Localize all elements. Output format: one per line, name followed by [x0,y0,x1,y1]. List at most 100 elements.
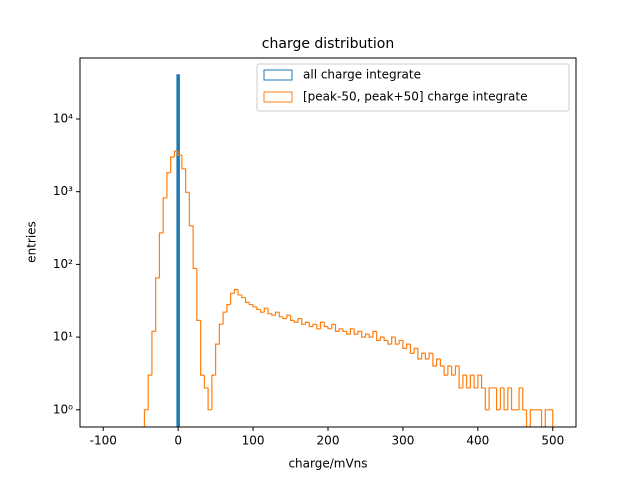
plot-area [143,74,554,427]
histogram-step [477,374,482,388]
histogram-step [346,331,351,335]
histogram-step [402,340,407,349]
histogram-step [349,328,355,335]
histogram-step [462,374,467,388]
histogram-step [466,375,471,389]
histogram-step [417,348,422,360]
histogram-step [147,374,152,410]
histogram-step [499,387,505,410]
histogram-step [211,374,216,410]
histogram-step [525,409,531,427]
histogram-step [342,328,347,332]
histogram-step [248,302,254,306]
histogram-step [229,292,235,305]
histogram-step [282,316,287,320]
histogram-step [185,168,190,193]
x-tick-label: -100 [90,434,117,448]
histogram-step [286,314,291,319]
histogram-step [454,365,460,376]
x-axis-label: charge/mVns [288,457,367,471]
histogram-step [274,311,280,316]
histogram-step [522,387,527,411]
histogram-step [443,366,448,376]
chart-title: charge distribution [262,36,394,52]
histogram-step [451,366,456,376]
histogram-step [518,387,523,410]
y-tick-label: 10² [53,257,73,271]
histogram-step [334,324,340,332]
histogram-step [207,387,212,411]
histogram-step [364,333,370,338]
histogram-step [549,409,554,427]
histogram-step [244,297,250,304]
y-tick-label: 10³ [53,184,73,198]
histogram-step [301,318,306,325]
x-tick-label: 500 [541,434,564,448]
histogram-step [469,374,475,388]
histogram-step [192,225,197,270]
histogram-step [368,334,373,338]
histogram-step [176,74,180,427]
histogram-step [510,387,516,411]
histogram-step [379,336,385,341]
histogram-step [158,232,164,278]
histogram-step [372,330,377,338]
histogram-step [215,343,220,376]
histogram-step [406,343,411,349]
histogram-step [387,340,392,345]
x-tick-label: 100 [242,434,265,448]
histogram-step [271,313,276,316]
histogram-step [495,387,501,411]
histogram-step [458,366,463,389]
histogram-step [181,155,186,170]
histogram-step [338,328,343,332]
histogram-step [529,409,535,427]
histogram-step [316,324,321,330]
histogram-step [398,339,403,345]
histogram-step [439,358,445,367]
histogram-step [507,387,512,410]
y-axis-label: entries [25,221,39,263]
x-tick-label: 0 [174,434,182,448]
x-tick-label: 300 [391,434,414,448]
histogram-step [484,387,490,411]
histogram-step [188,192,194,227]
histogram-step [331,323,336,329]
histogram-step [413,347,418,354]
legend-box [256,63,570,112]
histogram-step [241,294,246,299]
x-tick-label: 400 [466,434,489,448]
histogram-step [237,289,242,296]
legend-swatch [263,69,293,81]
histogram-step [361,331,366,338]
histogram-step [263,307,269,313]
histogram-step [222,311,227,325]
histogram-step [304,321,310,325]
histogram-step [173,150,179,158]
legend-swatch [263,91,293,103]
histogram-step [177,151,182,156]
histogram-step [488,387,493,410]
histogram-step [473,375,478,389]
histogram-step [151,330,156,376]
x-tick-label: 200 [317,434,340,448]
histogram-step [432,353,437,367]
histogram-step [278,312,284,318]
histogram-step [544,409,550,427]
legend-label: all charge integrate [303,68,421,82]
histogram-step [540,409,546,427]
histogram-step [196,268,201,321]
y-tick-label: 10⁰ [53,402,73,416]
histogram-step [289,315,295,321]
histogram-step [319,321,325,329]
histogram-step [252,304,257,308]
histogram-step [421,352,426,359]
y-tick-label: 10¹ [53,330,73,344]
histogram-step [170,156,175,173]
histogram-step [323,322,328,328]
histogram-step [259,309,265,313]
histogram-step [503,387,508,411]
histogram-step [409,344,415,354]
histogram-step [233,289,239,294]
histogram-step [226,303,231,313]
